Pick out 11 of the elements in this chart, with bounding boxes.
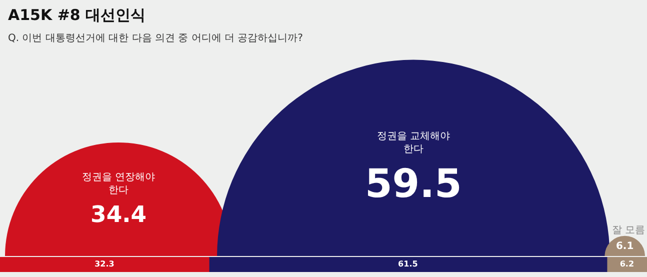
category-label: 정권을 교체해야 한다 — [376, 130, 450, 155]
category-label: 잘 모름 — [612, 224, 645, 236]
data-label: 32.3 — [94, 260, 114, 269]
data-label: 6.1 — [616, 240, 634, 252]
data-label: 61.5 — [398, 260, 418, 269]
category-label: 정권을 연장해야 한다 — [82, 172, 156, 196]
data-label: 34.4 — [90, 202, 147, 228]
data-label: 6.2 — [620, 260, 634, 269]
data-label: 59.5 — [364, 162, 462, 208]
text: A15K #8 대선인식 — [7, 5, 147, 26]
text: Q. 이번 대통령선거에 대한 다음 의견 중 어디에 더 공감하십니까? — [7, 32, 304, 45]
